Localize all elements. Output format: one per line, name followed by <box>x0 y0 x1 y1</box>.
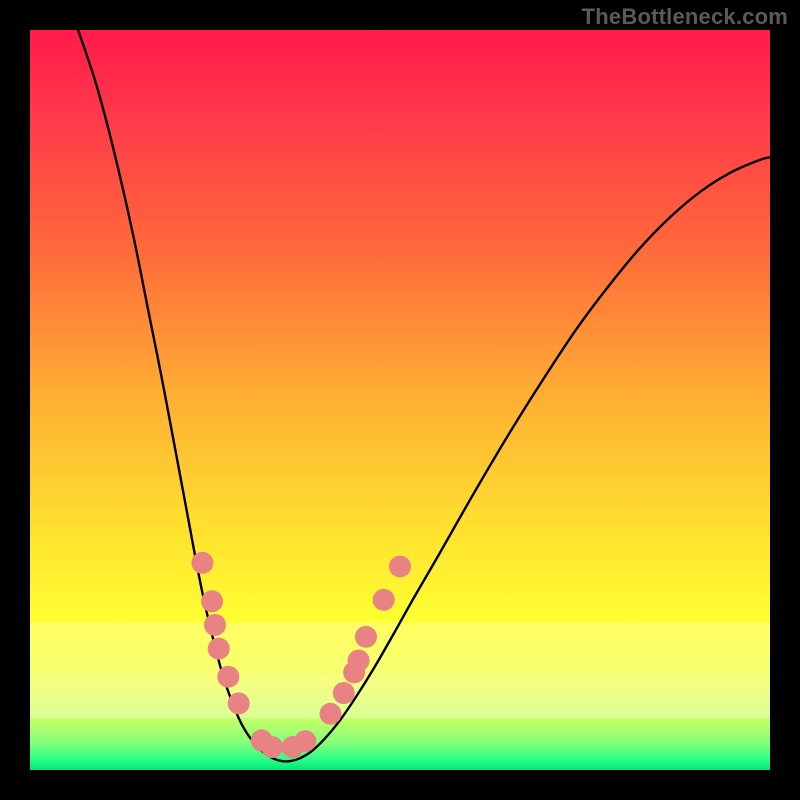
band <box>30 674 770 718</box>
data-dot <box>228 692 250 714</box>
data-dot <box>389 556 411 578</box>
data-dot <box>261 736 283 758</box>
data-dot <box>191 552 213 574</box>
data-dot <box>348 649 370 671</box>
chart-svg <box>0 0 800 800</box>
data-dot <box>217 666 239 688</box>
data-dot <box>204 614 226 636</box>
bands-group <box>30 622 770 718</box>
data-dot <box>201 590 223 612</box>
band <box>30 622 770 674</box>
data-dot <box>333 682 355 704</box>
data-dot <box>373 589 395 611</box>
chart-frame: TheBottleneck.com <box>0 0 800 800</box>
data-dot <box>319 703 341 725</box>
watermark-text: TheBottleneck.com <box>582 4 788 30</box>
data-dot <box>355 626 377 648</box>
data-dot <box>294 730 316 752</box>
data-dot <box>208 638 230 660</box>
